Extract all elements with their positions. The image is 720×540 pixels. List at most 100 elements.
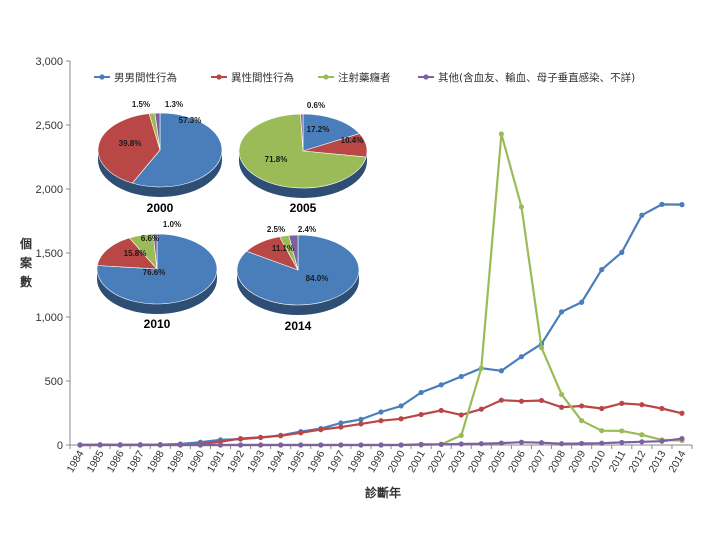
series-1	[77, 397, 685, 448]
x-tick-label: 2012	[626, 448, 648, 474]
data-point	[518, 204, 525, 210]
pie-slice-label: 10.4%	[341, 136, 364, 145]
data-point	[438, 441, 444, 447]
x-axis-title: 診斷年	[365, 485, 401, 500]
x-tick-label: 1986	[105, 448, 127, 474]
data-point	[197, 442, 204, 448]
x-tick-label: 1984	[65, 448, 87, 474]
data-point	[298, 430, 304, 436]
data-point	[518, 439, 525, 445]
legend-label: 其他(含血友、輸血、母子垂直感染、不詳)	[438, 71, 635, 84]
data-point	[639, 432, 645, 438]
data-point	[97, 442, 103, 448]
data-point	[378, 442, 384, 448]
legend-swatch-marker	[216, 74, 222, 80]
pie-slice	[131, 112, 223, 188]
data-point	[458, 412, 464, 418]
data-point	[338, 420, 344, 426]
data-point	[398, 403, 404, 409]
y-tick-labels: 0 500 1,000 1,500 2,000 2,500 3,000	[35, 56, 70, 452]
data-point	[217, 442, 224, 448]
x-tick-label: 1990	[185, 448, 207, 474]
data-point	[679, 410, 685, 416]
pie-slice	[97, 113, 161, 184]
data-point	[137, 442, 143, 448]
y-axis-title-char: 數	[20, 274, 32, 289]
x-tick-label: 1997	[325, 448, 347, 474]
x-tick-label: 1991	[205, 448, 227, 474]
y-tick-label: 3,000	[35, 56, 63, 68]
x-tick-label: 2010	[586, 448, 608, 474]
pie-slice	[152, 233, 158, 270]
data-point	[237, 442, 244, 448]
data-point	[177, 442, 183, 448]
series-3	[77, 436, 685, 448]
pie-slice	[154, 112, 161, 151]
data-point	[298, 442, 304, 448]
y-axis-title: 個案數	[19, 236, 33, 289]
pie-slice-label: 17.2%	[307, 125, 330, 134]
data-point	[498, 397, 504, 403]
data-point	[679, 202, 685, 208]
data-point	[558, 441, 565, 447]
data-point	[378, 409, 384, 415]
pie-slice	[300, 113, 304, 152]
data-point	[599, 405, 605, 412]
data-point	[398, 442, 404, 448]
data-point	[438, 382, 444, 388]
pie-slice-label: 39.8%	[119, 139, 142, 148]
x-tick-label: 1994	[265, 448, 287, 474]
data-point	[619, 400, 625, 406]
pie-chart-2010: 76.6% 15.8% 6.6% 1.0% 2010	[96, 220, 218, 331]
x-tick-label: 1989	[165, 448, 187, 474]
legend-swatch-marker	[423, 74, 429, 80]
pie-slice	[288, 234, 299, 271]
x-tick-label: 2004	[466, 448, 488, 474]
data-point	[318, 427, 324, 433]
pie-slice-label: 11.1%	[272, 244, 294, 253]
x-tick-label: 2013	[646, 448, 668, 474]
data-point	[518, 398, 525, 404]
data-point	[458, 373, 464, 380]
legend-label: 注射藥癮者	[338, 71, 391, 84]
data-point	[157, 442, 163, 448]
data-point	[458, 432, 464, 438]
x-tick-label: 2003	[446, 448, 468, 474]
pie-slice-label: 6.6%	[141, 234, 159, 243]
data-point	[599, 440, 605, 446]
x-tick-label: 1993	[245, 448, 267, 474]
data-point	[458, 441, 464, 447]
data-point	[639, 402, 645, 408]
pie-slice-label: 1.5%	[132, 100, 150, 109]
data-point	[538, 440, 545, 446]
x-tick-label: 1995	[285, 448, 307, 474]
data-point	[398, 416, 404, 422]
data-point	[538, 345, 545, 351]
x-tick-label: 1988	[145, 448, 167, 474]
data-point	[659, 405, 665, 412]
data-point	[599, 267, 605, 273]
y-tick-label: 2,000	[35, 184, 63, 196]
legend-item: 注射藥癮者	[318, 71, 391, 84]
pie-slice-label: 1.0%	[163, 220, 181, 229]
legend-item: 其他(含血友、輸血、母子垂直感染、不詳)	[418, 71, 635, 84]
x-tick-label: 1999	[366, 448, 388, 474]
pie-slice	[96, 237, 158, 270]
data-point	[639, 212, 645, 218]
pie-slice-label: 2.5%	[267, 225, 285, 234]
y-tick-label: 500	[45, 376, 63, 388]
series-lines	[77, 131, 685, 448]
pie-slice-label: 1.3%	[165, 100, 183, 109]
data-point	[278, 433, 284, 439]
x-tick-label: 1985	[85, 448, 107, 474]
data-point	[659, 201, 665, 207]
legend-item: 男男間性行為	[94, 71, 177, 84]
x-tick-label: 2005	[486, 448, 508, 474]
data-point	[579, 418, 585, 424]
data-point	[558, 391, 565, 398]
y-axis-title-char: 個	[19, 236, 32, 251]
legend-label: 男男間性行為	[114, 71, 177, 84]
x-tick-label: 2007	[526, 448, 548, 474]
pie-slice-label: 15.8%	[124, 249, 147, 258]
